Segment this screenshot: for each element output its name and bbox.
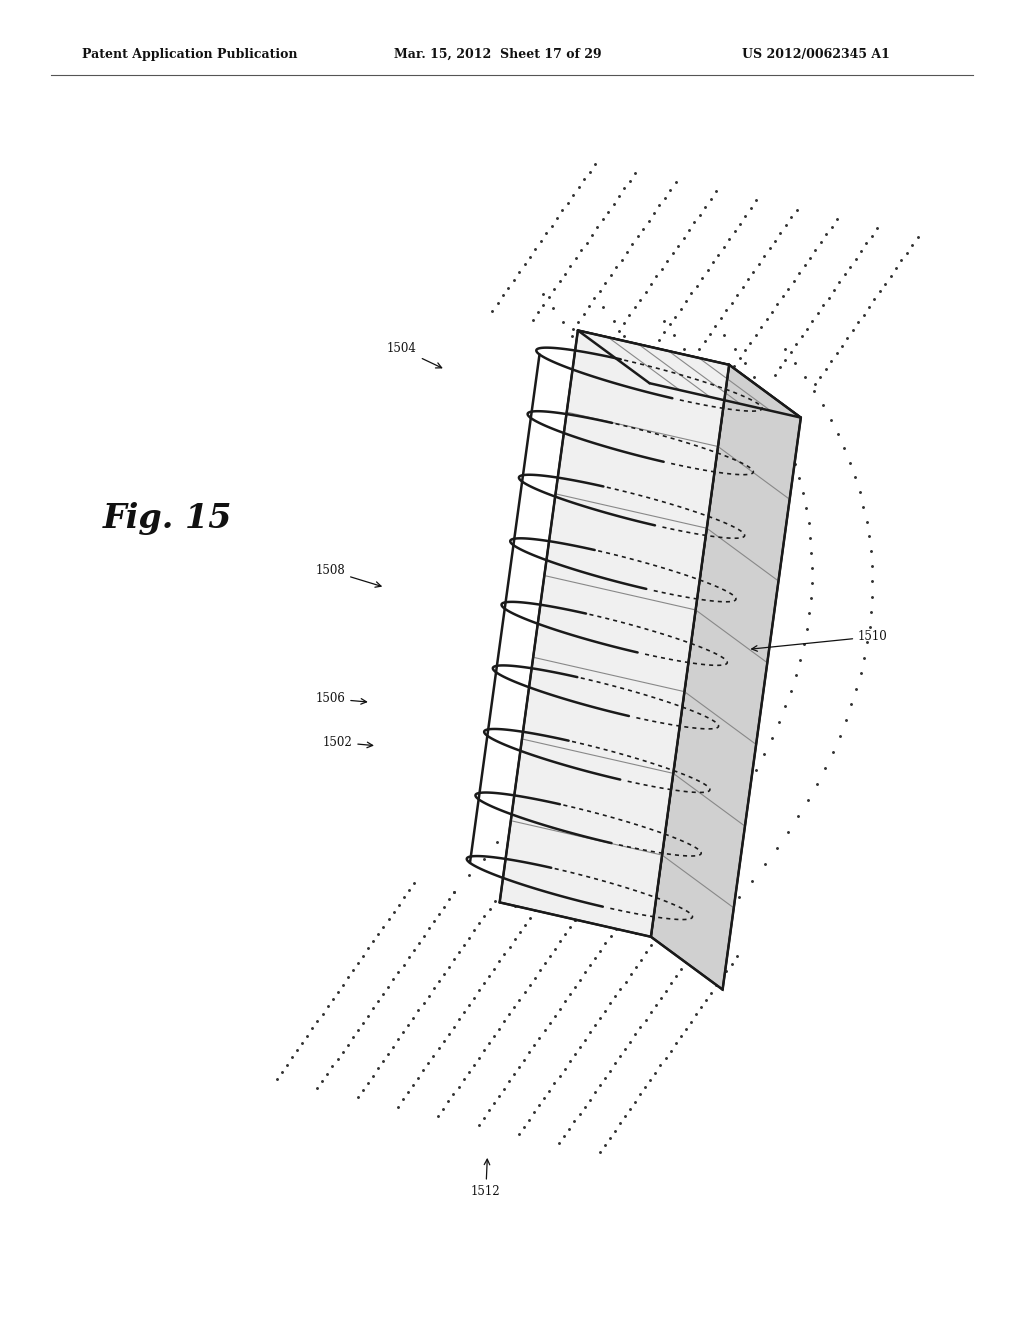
Text: 1502: 1502 xyxy=(323,735,373,748)
Text: Patent Application Publication: Patent Application Publication xyxy=(82,48,297,61)
Text: Fig. 15: Fig. 15 xyxy=(102,502,231,535)
Polygon shape xyxy=(651,364,801,990)
Text: 1512: 1512 xyxy=(471,1159,501,1197)
Text: 1508: 1508 xyxy=(315,564,381,587)
Polygon shape xyxy=(578,330,801,417)
Text: 1504: 1504 xyxy=(387,342,441,368)
Polygon shape xyxy=(500,330,729,937)
Text: US 2012/0062345 A1: US 2012/0062345 A1 xyxy=(742,48,890,61)
Text: 1510: 1510 xyxy=(752,630,888,651)
Text: 1506: 1506 xyxy=(315,692,367,705)
Text: Mar. 15, 2012  Sheet 17 of 29: Mar. 15, 2012 Sheet 17 of 29 xyxy=(394,48,602,61)
